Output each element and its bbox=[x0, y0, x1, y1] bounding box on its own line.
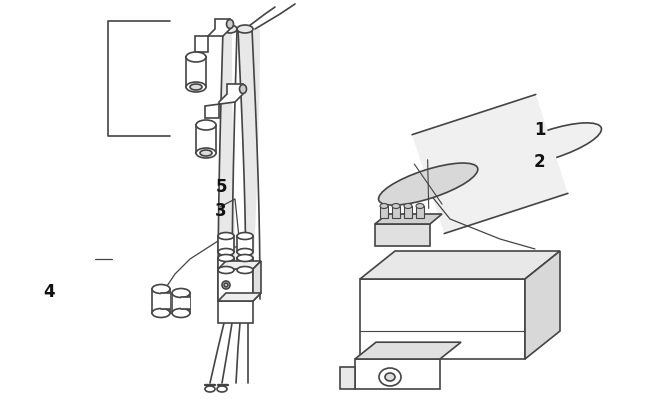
Bar bbox=[404, 207, 412, 218]
Polygon shape bbox=[355, 342, 461, 359]
Ellipse shape bbox=[237, 267, 253, 274]
Polygon shape bbox=[205, 85, 243, 119]
Ellipse shape bbox=[196, 121, 216, 131]
Bar bbox=[380, 207, 388, 218]
Ellipse shape bbox=[237, 255, 253, 262]
Ellipse shape bbox=[196, 149, 216, 159]
Ellipse shape bbox=[218, 255, 234, 262]
Ellipse shape bbox=[172, 289, 190, 298]
Ellipse shape bbox=[217, 386, 227, 392]
Polygon shape bbox=[375, 224, 430, 246]
Ellipse shape bbox=[222, 281, 230, 289]
Polygon shape bbox=[218, 293, 261, 301]
Polygon shape bbox=[218, 261, 261, 269]
Polygon shape bbox=[360, 252, 560, 279]
Polygon shape bbox=[253, 261, 261, 301]
Bar bbox=[416, 207, 424, 218]
Ellipse shape bbox=[152, 309, 170, 318]
Ellipse shape bbox=[172, 309, 190, 318]
Ellipse shape bbox=[502, 124, 601, 166]
Ellipse shape bbox=[218, 267, 234, 274]
Ellipse shape bbox=[379, 368, 401, 386]
Text: 4: 4 bbox=[43, 283, 55, 301]
Bar bbox=[218, 301, 253, 323]
Ellipse shape bbox=[218, 233, 234, 240]
Polygon shape bbox=[218, 30, 237, 299]
Ellipse shape bbox=[237, 233, 253, 240]
Ellipse shape bbox=[416, 204, 424, 209]
Polygon shape bbox=[355, 359, 440, 389]
Ellipse shape bbox=[200, 151, 212, 157]
Polygon shape bbox=[340, 367, 355, 389]
Bar bbox=[218, 258, 234, 270]
Ellipse shape bbox=[186, 83, 206, 93]
Ellipse shape bbox=[218, 249, 234, 256]
Polygon shape bbox=[181, 297, 190, 309]
Polygon shape bbox=[525, 252, 560, 359]
Polygon shape bbox=[172, 293, 190, 313]
Ellipse shape bbox=[392, 204, 400, 209]
Ellipse shape bbox=[385, 373, 395, 381]
Ellipse shape bbox=[380, 204, 388, 209]
Ellipse shape bbox=[237, 249, 253, 256]
Polygon shape bbox=[238, 30, 260, 299]
Ellipse shape bbox=[404, 204, 412, 209]
Text: 5: 5 bbox=[215, 177, 227, 195]
Bar bbox=[237, 258, 253, 270]
Ellipse shape bbox=[223, 26, 237, 34]
Polygon shape bbox=[161, 293, 170, 309]
Ellipse shape bbox=[226, 20, 233, 30]
Text: 3: 3 bbox=[215, 202, 227, 220]
Polygon shape bbox=[152, 289, 170, 313]
Ellipse shape bbox=[378, 164, 478, 206]
Ellipse shape bbox=[224, 284, 228, 287]
Bar bbox=[218, 237, 234, 252]
Polygon shape bbox=[412, 95, 568, 234]
Polygon shape bbox=[375, 215, 442, 224]
Bar bbox=[196, 126, 216, 153]
Text: 2: 2 bbox=[534, 153, 545, 171]
Text: 1: 1 bbox=[534, 121, 545, 139]
Bar bbox=[186, 58, 206, 88]
Ellipse shape bbox=[190, 85, 202, 91]
Bar bbox=[237, 237, 253, 252]
Bar bbox=[392, 207, 400, 218]
Polygon shape bbox=[360, 279, 525, 359]
Ellipse shape bbox=[186, 53, 206, 63]
Ellipse shape bbox=[239, 85, 246, 94]
Ellipse shape bbox=[237, 26, 253, 34]
Polygon shape bbox=[195, 20, 230, 53]
Ellipse shape bbox=[152, 285, 170, 294]
Polygon shape bbox=[218, 269, 253, 301]
Ellipse shape bbox=[205, 386, 215, 392]
